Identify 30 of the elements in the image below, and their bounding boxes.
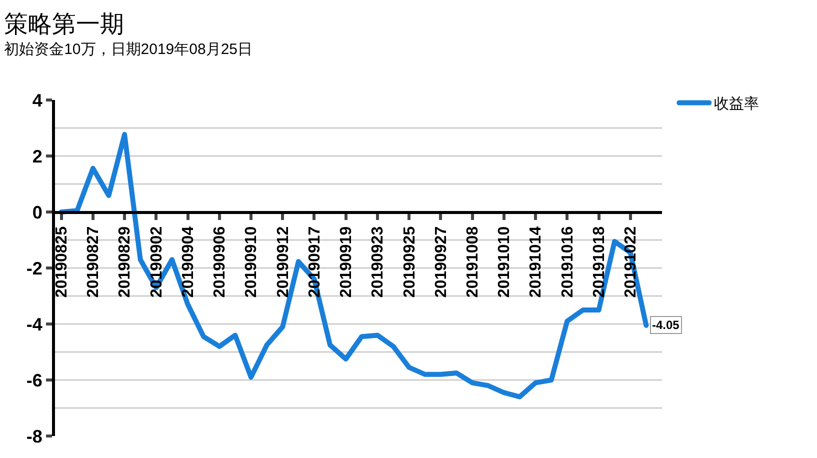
x-tick-label: 20190925 xyxy=(401,226,418,298)
y-tick-label: 0 xyxy=(32,202,42,222)
y-tick-label: -2 xyxy=(26,258,42,278)
x-tick-label: 20190919 xyxy=(338,226,356,298)
x-tick-label: 20191014 xyxy=(528,226,545,298)
y-tick-label: 4 xyxy=(32,90,42,110)
x-tick-label: 20190917 xyxy=(306,226,324,298)
x-tick-label: 20190927 xyxy=(432,226,450,298)
x-tick-label: 20191016 xyxy=(559,226,576,298)
x-tick-label: 20191018 xyxy=(590,226,608,298)
chart-title: 策略第一期 xyxy=(4,11,124,38)
x-tick-label: 20190827 xyxy=(85,226,102,298)
y-tick-label: -6 xyxy=(26,370,42,390)
y-tick-label: -8 xyxy=(26,426,42,446)
x-tick-label: 20190904 xyxy=(180,226,197,298)
x-tick-label: 20191010 xyxy=(496,226,514,298)
x-tick-label: 20190902 xyxy=(148,226,166,298)
legend-label: 收益率 xyxy=(714,96,760,113)
y-tick-label: 2 xyxy=(32,146,42,166)
x-tick-label: 20190910 xyxy=(243,226,260,298)
x-tick-label: 20190912 xyxy=(274,226,292,298)
x-tick-label: 20190923 xyxy=(370,226,387,298)
x-tick-label: 20190906 xyxy=(212,226,229,298)
data-label: -4.05 xyxy=(652,318,680,332)
x-tick-label: 20190825 xyxy=(54,226,71,298)
x-tick-label: 20191008 xyxy=(464,226,482,298)
y-tick-label: -4 xyxy=(26,314,42,334)
x-tick-label: 20190829 xyxy=(116,226,134,298)
x-tick-label: 20191022 xyxy=(622,226,640,298)
chart-subtitle: 初始资金10万，日期2019年08月25日 xyxy=(4,41,253,58)
